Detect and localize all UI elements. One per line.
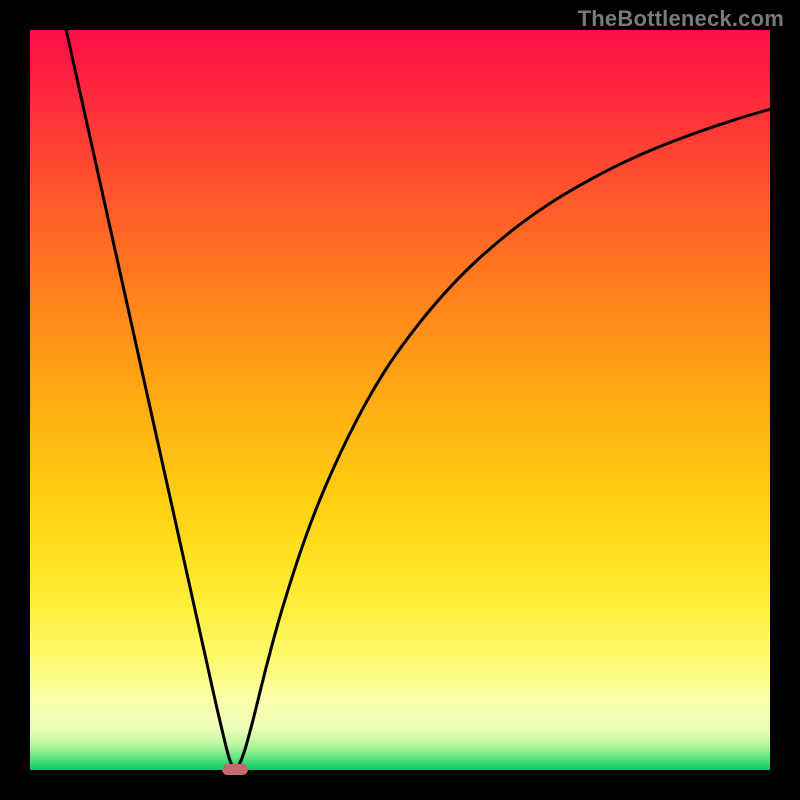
bottleneck-curve (30, 30, 770, 770)
outer-frame: TheBottleneck.com (0, 0, 800, 800)
optimum-marker (222, 764, 247, 775)
watermark-text: TheBottleneck.com (578, 6, 784, 32)
plot-area (30, 30, 770, 770)
curve-path (30, 30, 770, 769)
